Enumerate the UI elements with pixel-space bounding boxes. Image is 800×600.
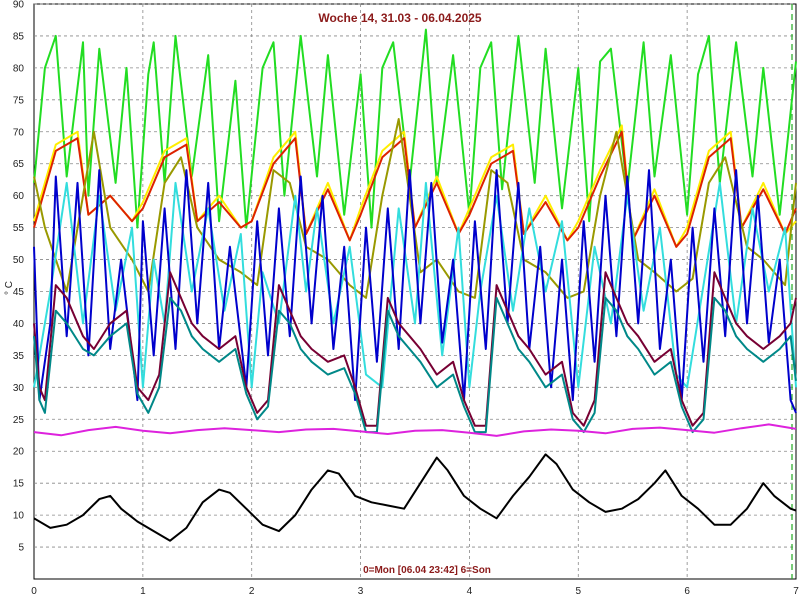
series-line-7	[33, 296, 797, 434]
series-lines	[33, 28, 797, 542]
chart-footer: 0=Mon [06.04 23:42] 6=Son	[363, 565, 491, 576]
x-tick-label: 6	[684, 586, 690, 597]
y-tick-label: 55	[13, 223, 25, 234]
y-tick-label: 90	[13, 0, 25, 11]
x-tick-label: 3	[358, 586, 364, 597]
chart-title: Woche 14, 31.03 - 06.04.2025	[318, 11, 482, 25]
y-tick-label: 25	[13, 415, 25, 426]
x-tick-label: 5	[576, 586, 582, 597]
y-axis-label: ° C	[4, 281, 15, 295]
x-tick-label: 2	[249, 586, 255, 597]
y-tick-label: 50	[13, 255, 25, 266]
y-tick-label: 40	[13, 319, 25, 330]
y-tick-label: 35	[13, 351, 25, 362]
y-tick-label: 30	[13, 383, 25, 394]
y-tick-label: 80	[13, 63, 25, 74]
x-tick-label: 7	[793, 586, 799, 597]
series-line-5	[33, 169, 797, 414]
y-tick-label: 85	[13, 31, 25, 42]
y-axis-ticks: 5 10 15 20 25 30 35 40 45 50 55 60 65 70 75 80 85 90	[13, 0, 25, 554]
y-tick-label: 70	[13, 127, 25, 138]
y-tick-label: 10	[13, 511, 25, 522]
y-tick-label: 5	[18, 543, 24, 554]
x-tick-label: 4	[467, 586, 473, 597]
y-tick-label: 75	[13, 95, 25, 106]
series-line-8	[33, 423, 797, 437]
x-tick-label: 0	[31, 586, 37, 597]
series-line-6	[33, 271, 797, 427]
x-tick-label: 1	[140, 586, 146, 597]
y-tick-label: 20	[13, 447, 25, 458]
series-line-0	[33, 28, 797, 229]
x-axis-ticks: 0 1 2 3 4 5 6 7	[31, 586, 799, 597]
series-line-3	[33, 118, 797, 299]
y-tick-label: 15	[13, 479, 25, 490]
y-tick-label: 45	[13, 287, 25, 298]
y-tick-label: 65	[13, 159, 25, 170]
series-line-9	[33, 453, 797, 542]
y-tick-label: 60	[13, 191, 25, 202]
